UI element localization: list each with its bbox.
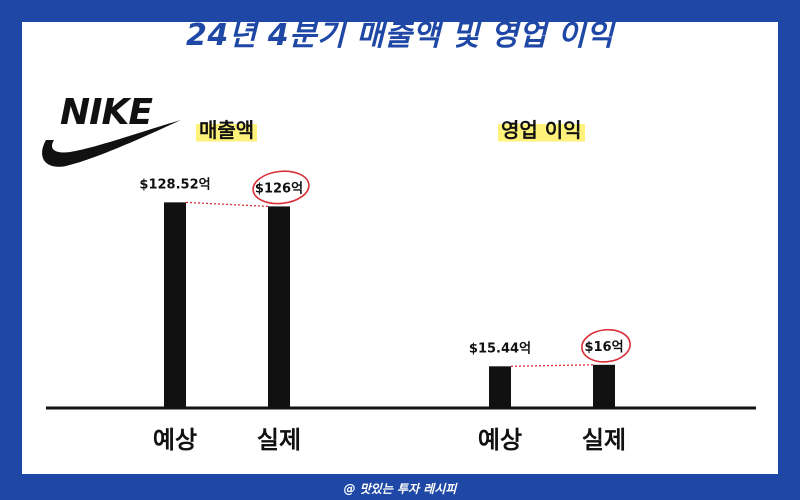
operating-income-category-label-expected: 예상 <box>478 426 522 454</box>
revenue-bar-actual <box>268 206 290 408</box>
operating-income-highlight-circle <box>581 328 631 363</box>
operating-income-bar-expected <box>489 366 511 408</box>
revenue-bar-expected <box>164 202 186 408</box>
revenue-trend-line <box>185 201 269 208</box>
page-title: 24년 4분기 매출액 및 영업 이익 <box>186 18 614 53</box>
revenue-value-label-expected: $128.52억 <box>139 177 210 192</box>
operating-income-chart-title: 영업 이익 <box>498 114 585 143</box>
nike-logo-text: NIKE <box>60 92 153 133</box>
footer-credit: @ 맛있는 투자 레시피 <box>343 482 457 496</box>
nike-swoosh-icon <box>42 120 181 167</box>
revenue-category-label-actual: 실제 <box>257 426 301 454</box>
operating-income-category-label-actual: 실제 <box>582 426 626 454</box>
operating-income-bar-actual <box>593 364 615 408</box>
revenue-highlight-circle <box>252 170 310 205</box>
operating-income-value-label-expected: $15.44억 <box>469 341 531 356</box>
revenue-value-label-actual: $126억 <box>255 181 303 196</box>
operating-income-trend-line <box>510 364 594 367</box>
operating-income-value-label-actual: $16억 <box>584 340 623 355</box>
chart-frame <box>22 22 778 474</box>
revenue-category-label-expected: 예상 <box>153 426 197 454</box>
revenue-chart-title: 매출액 <box>196 114 258 143</box>
